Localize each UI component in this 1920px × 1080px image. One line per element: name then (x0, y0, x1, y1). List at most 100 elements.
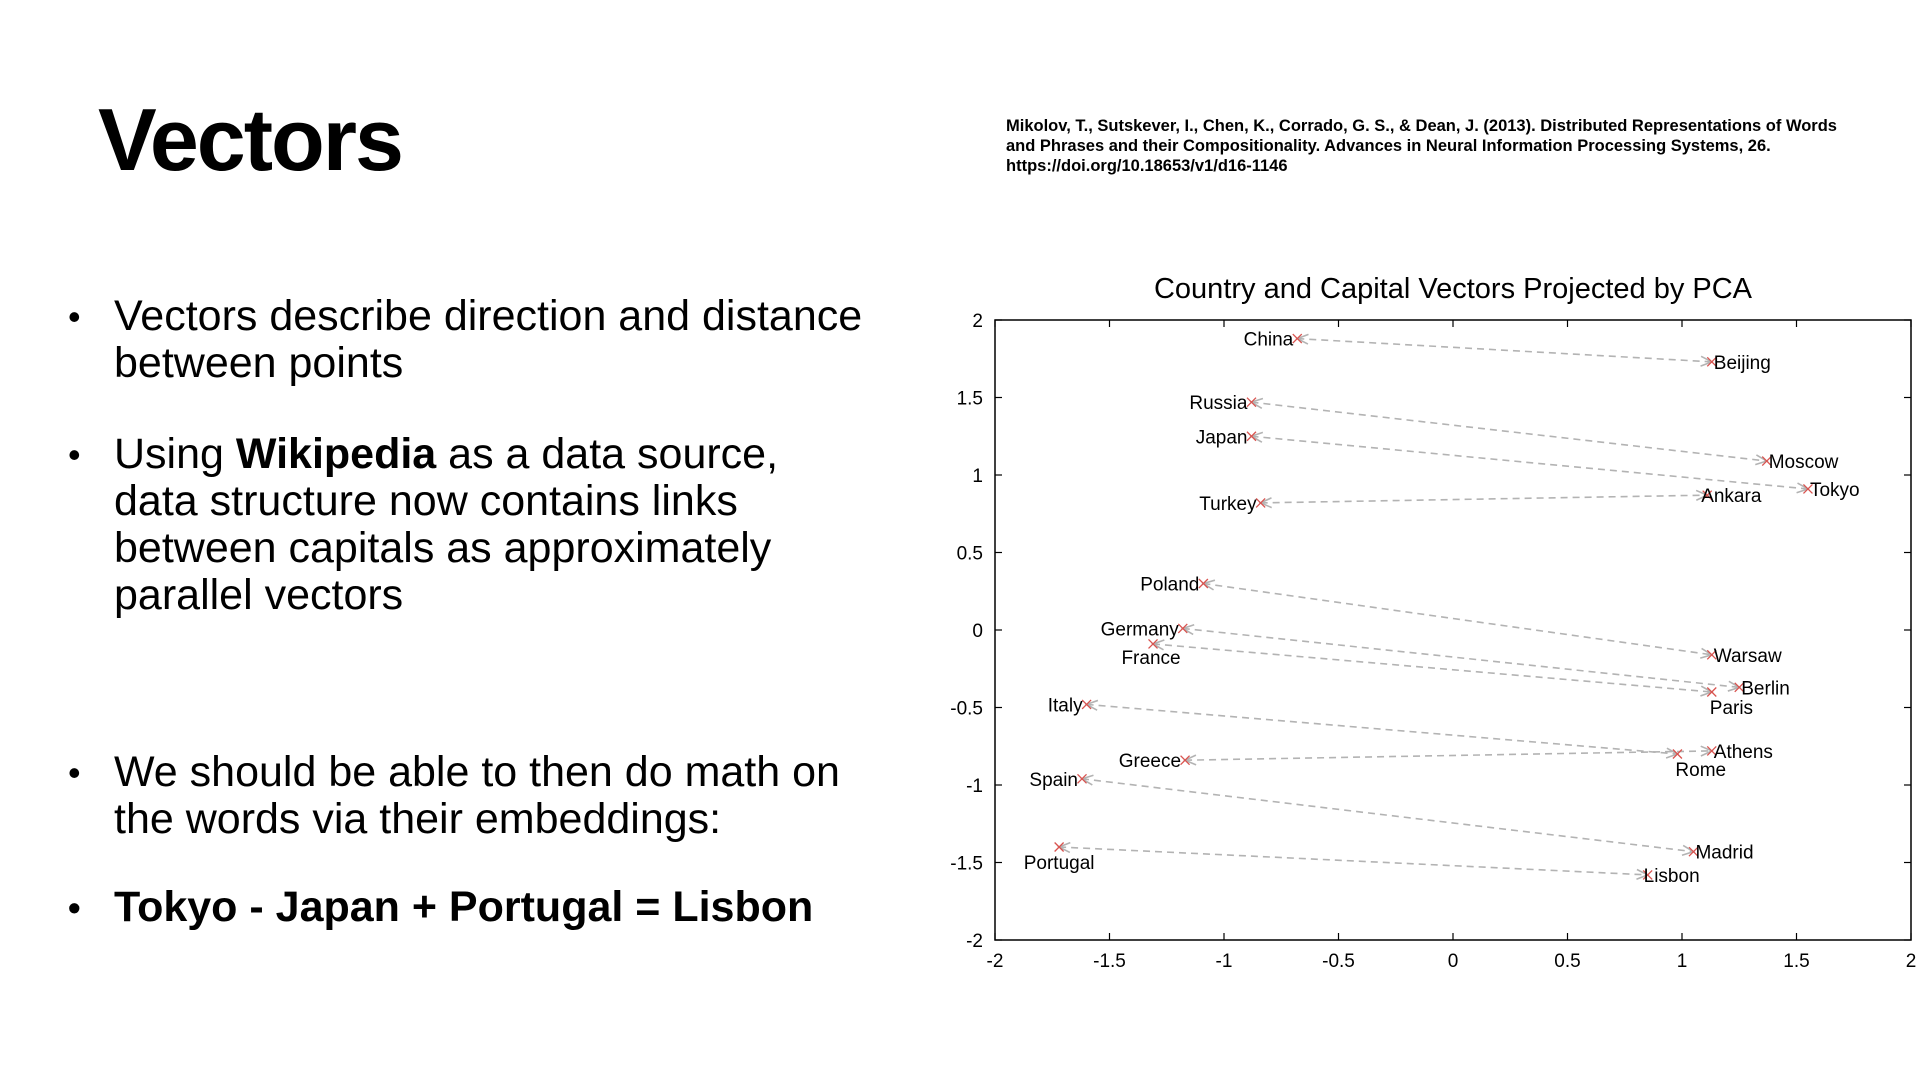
y-tick-label: 0.5 (957, 544, 983, 565)
vector-line-poland (1203, 582, 1712, 656)
capital-label: Paris (1710, 698, 1753, 719)
x-tick-label: 0 (1448, 951, 1459, 972)
capital-point-ankara (1702, 490, 1713, 501)
country-point-china-stroke (1292, 333, 1303, 344)
capital-point-beijing-stroke (1706, 356, 1717, 367)
vector-line-china (1297, 337, 1712, 363)
country-point-japan (1246, 431, 1257, 442)
bullet-symbol: • (68, 887, 81, 928)
x-tick-label: -2 (987, 951, 1004, 972)
country-label: Portugal (1024, 853, 1095, 874)
capital-point-lisbon (1642, 869, 1653, 880)
y-tick-label: -1 (966, 776, 983, 797)
bullet-text-before: Using (114, 430, 236, 478)
capital-label: Berlin (1741, 678, 1790, 699)
country-point-russia (1246, 397, 1257, 408)
chart-title: Country and Capital Vectors Projected by… (1154, 273, 1753, 305)
capital-point-warsaw-stroke (1706, 649, 1717, 660)
y-tick-label: -1.5 (950, 854, 983, 875)
country-label: Italy (1048, 695, 1083, 716)
capital-label: Rome (1675, 760, 1726, 781)
capital-label: Tokyo (1810, 480, 1860, 501)
vector-line-turkey (1260, 494, 1708, 504)
y-tick-label: 1.5 (957, 389, 983, 410)
country-point-turkey (1255, 497, 1266, 508)
data-points (1054, 333, 1813, 880)
point-labels: China Beijing Russia Moscow Japan Tokyo Turkey… (1024, 330, 1860, 887)
bullet-text: We should be able to then do math on the… (114, 748, 840, 843)
vector-line-greece (1185, 750, 1712, 761)
capital-label: Warsaw (1714, 646, 1782, 667)
country-point-portugal (1054, 842, 1065, 852)
vector-line-russia (1251, 401, 1767, 462)
bullet-text: Tokyo - Japan + Portugal = Lisbon (114, 883, 814, 931)
country-point-spain-stroke (1077, 773, 1087, 784)
capital-label: Moscow (1769, 452, 1839, 473)
y-tick-label: 1 (972, 466, 983, 487)
capital-point-lisbon-stroke (1642, 869, 1653, 880)
y-tick-label: -2 (966, 931, 983, 952)
capital-point-athens-stroke (1706, 745, 1717, 756)
capital-point-madrid (1688, 846, 1699, 857)
country-point-greece (1180, 755, 1191, 766)
x-tick-label: -0.5 (1322, 951, 1355, 972)
capital-point-beijing (1706, 356, 1717, 367)
capital-point-paris (1706, 687, 1717, 697)
x-tick-label: -1 (1216, 951, 1233, 972)
country-point-spain (1077, 773, 1087, 784)
country-point-italy-stroke (1081, 699, 1092, 710)
country-label: Spain (1029, 770, 1078, 791)
bullet-symbol: • (68, 752, 81, 793)
capital-point-rome-stroke (1672, 749, 1683, 759)
vector-line-germany (1182, 627, 1740, 689)
country-label: France (1121, 648, 1180, 669)
bullet-item: • Tokyo - Japan + Portugal = Lisbon (68, 884, 868, 931)
bullet-item: • Using Wikipedia as a data source, data… (68, 431, 868, 619)
country-point-japan-stroke (1246, 431, 1257, 442)
x-tick-label: 1 (1677, 951, 1688, 972)
country-label: China (1244, 330, 1294, 351)
bullet-symbol: • (68, 434, 81, 475)
country-point-france-stroke (1148, 638, 1158, 649)
country-point-russia-stroke (1246, 397, 1257, 408)
capital-label: Beijing (1714, 353, 1771, 374)
country-point-germany (1177, 623, 1188, 634)
x-tick-label: 2 (1906, 951, 1917, 972)
y-tick-label: -0.5 (950, 699, 983, 720)
capital-label: Athens (1714, 742, 1773, 763)
bullet-item: • We should be able to then do math on t… (68, 749, 868, 843)
bullet-text-after: as a data source, data structure now con… (114, 430, 779, 619)
capital-point-tokyo (1802, 483, 1813, 494)
capital-point-paris-stroke (1706, 687, 1717, 697)
bullet-item: • Vectors describe direction and distanc… (68, 293, 868, 387)
country-point-poland (1198, 578, 1209, 589)
capital-point-madrid-stroke (1688, 846, 1699, 857)
country-point-germany-stroke (1177, 623, 1188, 634)
y-tick-label: 2 (972, 311, 983, 332)
vector-arrows (1057, 333, 1810, 881)
capital-point-berlin (1734, 682, 1745, 693)
bullet-symbol: • (68, 296, 81, 337)
bullet-text: Vectors describe direction and distance … (114, 292, 863, 387)
country-point-portugal-stroke (1054, 842, 1065, 852)
capital-point-rome (1672, 749, 1683, 759)
capital-label: Lisbon (1644, 866, 1700, 887)
vector-line-france (1152, 643, 1712, 693)
country-label: Turkey (1199, 494, 1257, 515)
country-point-france (1148, 638, 1158, 649)
country-point-poland-stroke (1198, 578, 1209, 589)
capital-point-ankara-stroke (1702, 490, 1713, 501)
capital-point-tokyo-stroke (1802, 483, 1813, 494)
x-tick-label: 0.5 (1554, 951, 1580, 972)
axes: -2 -1.5 -1 -0.5 0 0.5 1 1.5 2 -2 -1.5 -1 -0.5 0 0.5 1 1.… (950, 311, 1916, 972)
capital-point-berlin-stroke (1734, 682, 1745, 693)
country-point-china (1292, 333, 1303, 344)
country-label: Germany (1101, 619, 1180, 640)
vector-line-portugal (1059, 846, 1648, 876)
citation-text: Mikolov, T., Sutskever, I., Chen, K., Co… (1006, 117, 1837, 175)
vector-line-spain (1081, 778, 1694, 853)
country-label: Poland (1140, 575, 1199, 596)
y-tick-label: 0 (972, 621, 983, 642)
bullet-text: Using Wikipedia as a data source, data s… (114, 431, 868, 619)
